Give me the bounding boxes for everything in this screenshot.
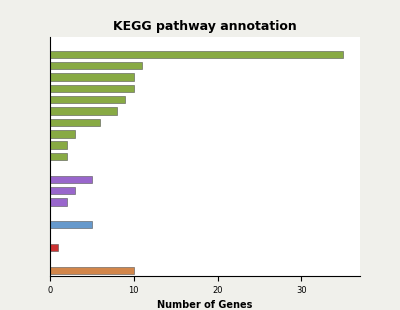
Bar <box>50 244 58 251</box>
Bar <box>50 119 100 126</box>
Bar <box>50 73 134 81</box>
Bar <box>50 85 134 92</box>
Bar <box>50 62 142 69</box>
Bar <box>50 107 117 115</box>
Bar <box>50 175 92 183</box>
Bar <box>50 187 75 194</box>
Bar <box>50 96 126 104</box>
Bar <box>50 198 67 206</box>
Bar <box>50 267 134 274</box>
Bar <box>50 221 92 228</box>
X-axis label: Number of Genes: Number of Genes <box>157 300 253 310</box>
Bar <box>50 130 75 138</box>
Bar <box>50 51 343 58</box>
Title: KEGG pathway annotation: KEGG pathway annotation <box>113 20 297 33</box>
Bar <box>50 153 67 160</box>
Bar <box>50 141 67 149</box>
